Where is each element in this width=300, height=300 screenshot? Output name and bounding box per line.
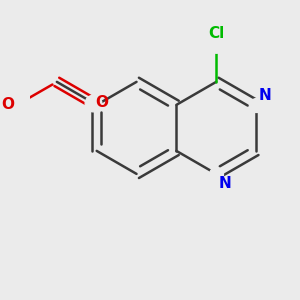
Text: O: O: [95, 95, 108, 110]
Text: N: N: [259, 88, 272, 103]
Text: N: N: [219, 176, 232, 191]
Text: Cl: Cl: [208, 26, 224, 41]
Text: O: O: [1, 98, 14, 112]
